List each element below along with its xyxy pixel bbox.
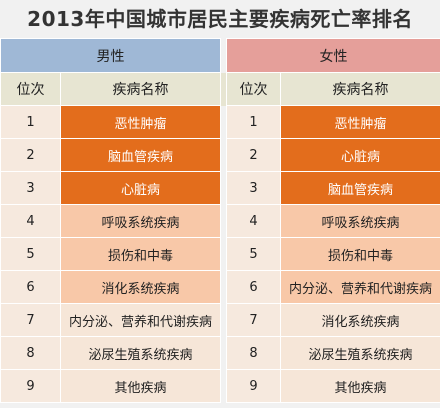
male-rank-cell: 1 [0, 105, 61, 139]
female-disease-cell: 消化系统疾病 [280, 303, 440, 337]
male-disease-cell: 泌尿生殖系统疾病 [60, 336, 221, 370]
female-disease-cell: 心脏病 [280, 138, 440, 172]
female-rank-cell: 4 [226, 204, 281, 238]
male-disease-cell: 恶性肿瘤 [60, 105, 221, 139]
page-title: 2013年中国城市居民主要疾病死亡率排名 [27, 7, 413, 31]
table-row: 8 泌尿生殖系统疾病 8 泌尿生殖系统疾病 [0, 336, 440, 370]
female-rank-cell: 3 [226, 171, 281, 205]
male-disease-cell: 脑血管疾病 [60, 138, 221, 172]
male-rank-cell: 8 [0, 336, 61, 370]
female-disease-cell: 呼吸系统疾病 [280, 204, 440, 238]
female-disease-header: 疾病名称 [280, 72, 440, 106]
female-rank-cell: 8 [226, 336, 281, 370]
group-header-row: 男性 女性 [0, 38, 440, 73]
male-disease-cell: 内分泌、营养和代谢疾病 [60, 303, 221, 337]
male-rank-cell: 3 [0, 171, 61, 205]
male-disease-cell: 其他疾病 [60, 369, 221, 403]
male-rank-cell: 9 [0, 369, 61, 403]
table-row: 2 脑血管疾病 2 心脏病 [0, 138, 440, 172]
male-disease-cell: 消化系统疾病 [60, 270, 221, 304]
female-rank-cell: 9 [226, 369, 281, 403]
male-rank-cell: 4 [0, 204, 61, 238]
female-group-header: 女性 [226, 38, 440, 73]
male-disease-cell: 损伤和中毒 [60, 237, 221, 271]
female-disease-cell: 损伤和中毒 [280, 237, 440, 271]
table-row: 1 恶性肿瘤 1 恶性肿瘤 [0, 105, 440, 139]
table-row: 6 消化系统疾病 6 内分泌、营养和代谢疾病 [0, 270, 440, 304]
male-rank-header: 位次 [0, 72, 61, 106]
female-disease-cell: 内分泌、营养和代谢疾病 [280, 270, 440, 304]
male-disease-cell: 心脏病 [60, 171, 221, 205]
male-rank-cell: 7 [0, 303, 61, 337]
male-disease-header: 疾病名称 [60, 72, 221, 106]
male-group-header: 男性 [0, 38, 221, 73]
male-disease-cell: 呼吸系统疾病 [60, 204, 221, 238]
female-disease-cell: 恶性肿瘤 [280, 105, 440, 139]
column-header-row: 位次 疾病名称 位次 疾病名称 [0, 72, 440, 106]
female-disease-cell: 其他疾病 [280, 369, 440, 403]
table-row: 4 呼吸系统疾病 4 呼吸系统疾病 [0, 204, 440, 238]
table-row: 5 损伤和中毒 5 损伤和中毒 [0, 237, 440, 271]
female-rank-cell: 2 [226, 138, 281, 172]
female-rank-cell: 1 [226, 105, 281, 139]
mortality-ranking-table: 男性 女性 位次 疾病名称 位次 疾病名称 1 恶性肿瘤 1 恶性肿瘤 2 脑血管疾病 2 心… [0, 38, 440, 403]
table-row: 3 心脏病 3 脑血管疾病 [0, 171, 440, 205]
female-rank-header: 位次 [226, 72, 281, 106]
table-row: 7 内分泌、营养和代谢疾病 7 消化系统疾病 [0, 303, 440, 337]
male-rank-cell: 5 [0, 237, 61, 271]
female-rank-cell: 5 [226, 237, 281, 271]
female-disease-cell: 脑血管疾病 [280, 171, 440, 205]
female-rank-cell: 7 [226, 303, 281, 337]
female-rank-cell: 6 [226, 270, 281, 304]
male-rank-cell: 6 [0, 270, 61, 304]
table-row: 9 其他疾病 9 其他疾病 [0, 369, 440, 403]
female-disease-cell: 泌尿生殖系统疾病 [280, 336, 440, 370]
male-rank-cell: 2 [0, 138, 61, 172]
